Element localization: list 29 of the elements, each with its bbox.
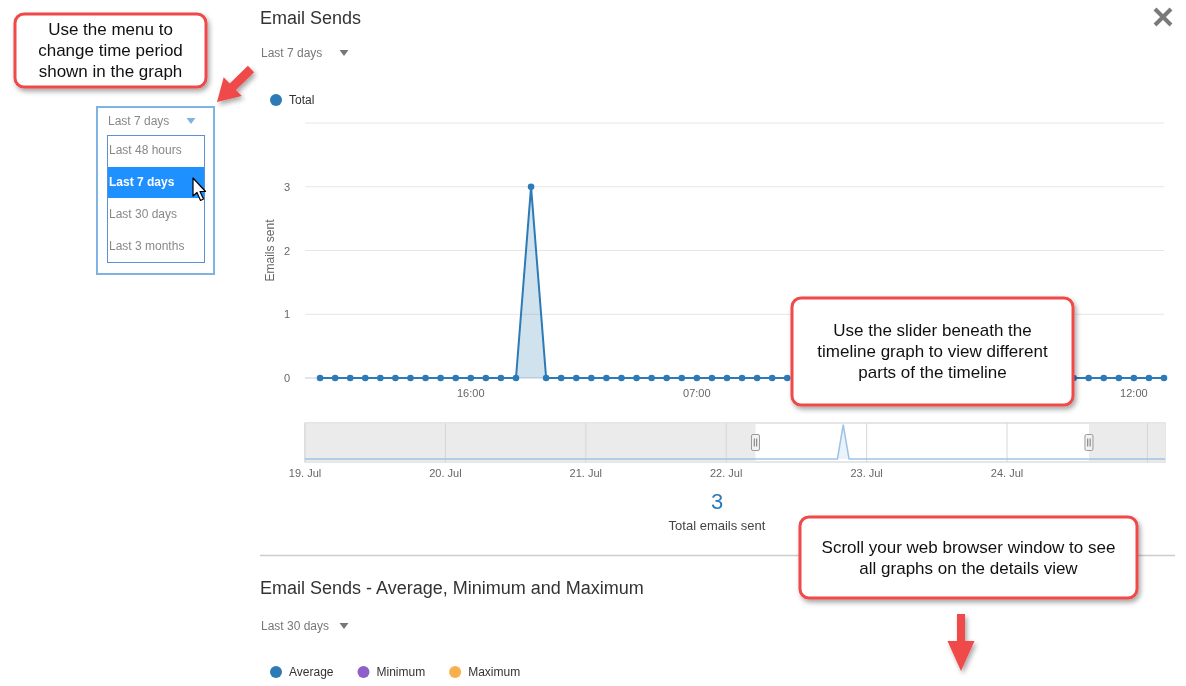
annotation: Use the slider beneath the timeline graph to view different parts of the timeline bbox=[817, 321, 1048, 382]
y-axis-title: Emails sent bbox=[263, 218, 277, 282]
x-tick-label: 23. Jul bbox=[850, 467, 883, 479]
y-tick-label: 3 bbox=[283, 180, 290, 193]
y-tick-label: 2 bbox=[283, 244, 290, 257]
dropdown: Last 7 days bbox=[261, 46, 349, 60]
text: Email Sends - Average, Minimum and Maximum bbox=[260, 578, 644, 598]
legend-label: Total bbox=[289, 93, 315, 107]
x-tick-label: 07:00 bbox=[683, 387, 711, 399]
y-tick-label: 1 bbox=[283, 308, 290, 321]
x-tick-label: 12:00 bbox=[1120, 387, 1148, 399]
x-tick-label: 22. Jul bbox=[710, 467, 743, 479]
dropdown-menu: Last 7 days Last 48 hours Last 7 days Last 30 days Last 3 months bbox=[96, 106, 215, 275]
text: 3 bbox=[710, 488, 724, 514]
x-tick-label: 21. Jul bbox=[569, 467, 603, 479]
legend-label: Maximum bbox=[468, 665, 521, 679]
legend-label: Average bbox=[289, 665, 334, 679]
x-tick-label: 24. Jul bbox=[990, 467, 1024, 479]
chart-title: Email Sends bbox=[260, 8, 362, 28]
x-tick-label: 20. Jul bbox=[429, 467, 462, 479]
callout: Use the menu to change time period shown in the graph bbox=[13, 12, 208, 89]
legend-label: Minimum bbox=[376, 665, 426, 679]
x-tick-label: 16:00 bbox=[457, 387, 485, 399]
callout: Use the slider beneath the timeline graph to view different parts of the timeline bbox=[790, 296, 1075, 407]
x-tick-label: 19. Jul bbox=[288, 467, 322, 479]
text: Total emails sent bbox=[668, 517, 766, 533]
y-tick-label: 0 bbox=[283, 372, 290, 384]
callout: Scroll your web browser window to see all graphs on the details view bbox=[798, 515, 1139, 600]
dropdown: Last 30 days bbox=[261, 619, 349, 633]
